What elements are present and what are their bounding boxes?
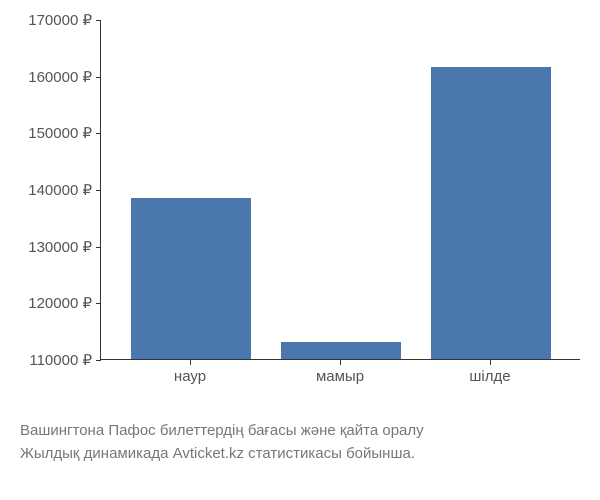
chart-container: 110000 ₽120000 ₽130000 ₽140000 ₽150000 ₽… <box>100 10 580 390</box>
x-tick-label: шілде <box>469 368 510 385</box>
chart-caption: Вашингтона Пафос билеттердің бағасы және… <box>20 420 424 465</box>
y-tick-label: 110000 ₽ <box>29 351 92 369</box>
y-tick-mark <box>96 360 101 361</box>
bar <box>131 198 251 360</box>
y-tick-label: 170000 ₽ <box>28 11 92 29</box>
y-tick-label: 160000 ₽ <box>28 68 92 86</box>
bar <box>431 67 551 359</box>
plot-area <box>100 20 580 360</box>
y-tick-label: 150000 ₽ <box>28 124 92 142</box>
y-tick-mark <box>96 190 101 191</box>
y-tick-mark <box>96 247 101 248</box>
y-tick-mark <box>96 77 101 78</box>
caption-line-1: Вашингтона Пафос билеттердің бағасы және… <box>20 420 424 443</box>
y-tick-mark <box>96 20 101 21</box>
y-tick-label: 130000 ₽ <box>28 238 92 256</box>
x-tick-mark <box>190 360 191 365</box>
x-tick-label: наур <box>174 368 206 385</box>
caption-line-2: Жылдық динамикада Avticket.kz статистика… <box>20 443 424 466</box>
x-tick-label: мамыр <box>316 368 364 385</box>
x-tick-mark <box>490 360 491 365</box>
x-tick-mark <box>340 360 341 365</box>
bar <box>281 342 401 359</box>
y-tick-label: 140000 ₽ <box>28 181 92 199</box>
y-tick-mark <box>96 303 101 304</box>
y-tick-mark <box>96 133 101 134</box>
y-tick-label: 120000 ₽ <box>28 294 92 312</box>
